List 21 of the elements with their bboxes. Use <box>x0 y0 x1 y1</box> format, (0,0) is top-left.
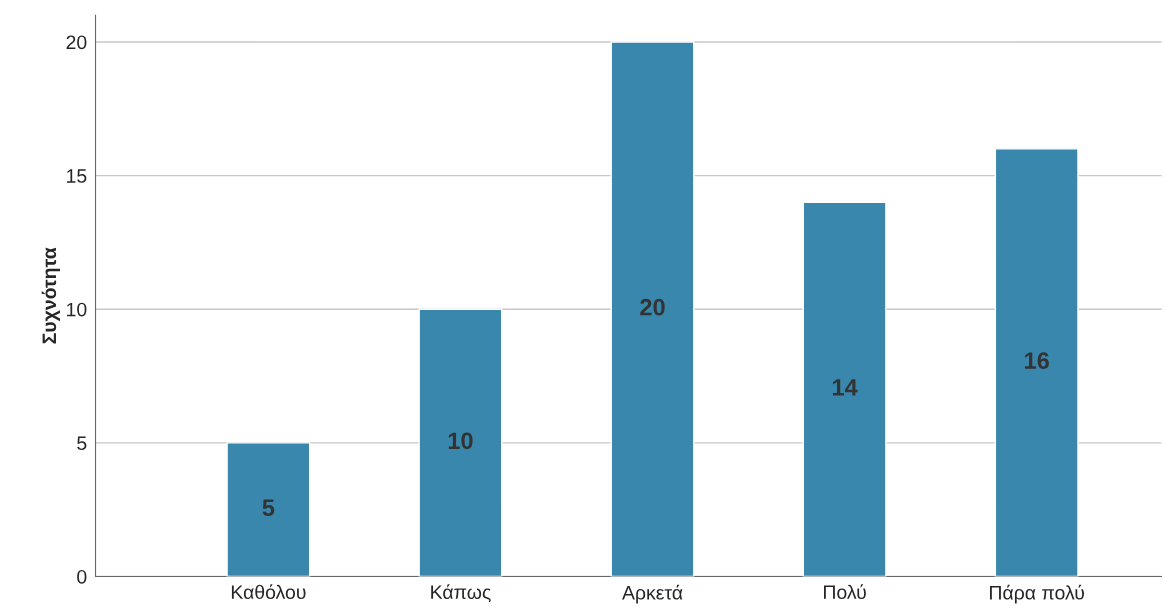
x-tick-label: Κάπως <box>431 584 491 603</box>
y-tick-label: 5 <box>77 436 87 451</box>
bar <box>610 41 695 577</box>
data-label: 16 <box>1025 352 1049 369</box>
y-axis-title: Συχνότητα <box>41 247 61 344</box>
x-tick-label: Αρκετά <box>622 584 683 604</box>
y-tick-label: 10 <box>67 302 87 317</box>
y-tick-label: 15 <box>67 169 87 183</box>
bar <box>994 148 1079 577</box>
x-tick-label: Πολύ <box>824 584 866 600</box>
y-tick-label: 20 <box>66 35 87 50</box>
bar <box>802 201 887 577</box>
bar <box>226 442 311 577</box>
x-tick-label: Πάρα πολύ <box>990 584 1084 604</box>
y-tick-label: 0 <box>77 569 87 584</box>
data-label: 14 <box>832 379 858 396</box>
data-label: 20 <box>640 298 665 316</box>
bar <box>418 308 503 577</box>
data-label: 5 <box>262 499 275 516</box>
data-label: 10 <box>448 432 473 450</box>
x-tick-label: Καθόλου <box>231 584 306 600</box>
